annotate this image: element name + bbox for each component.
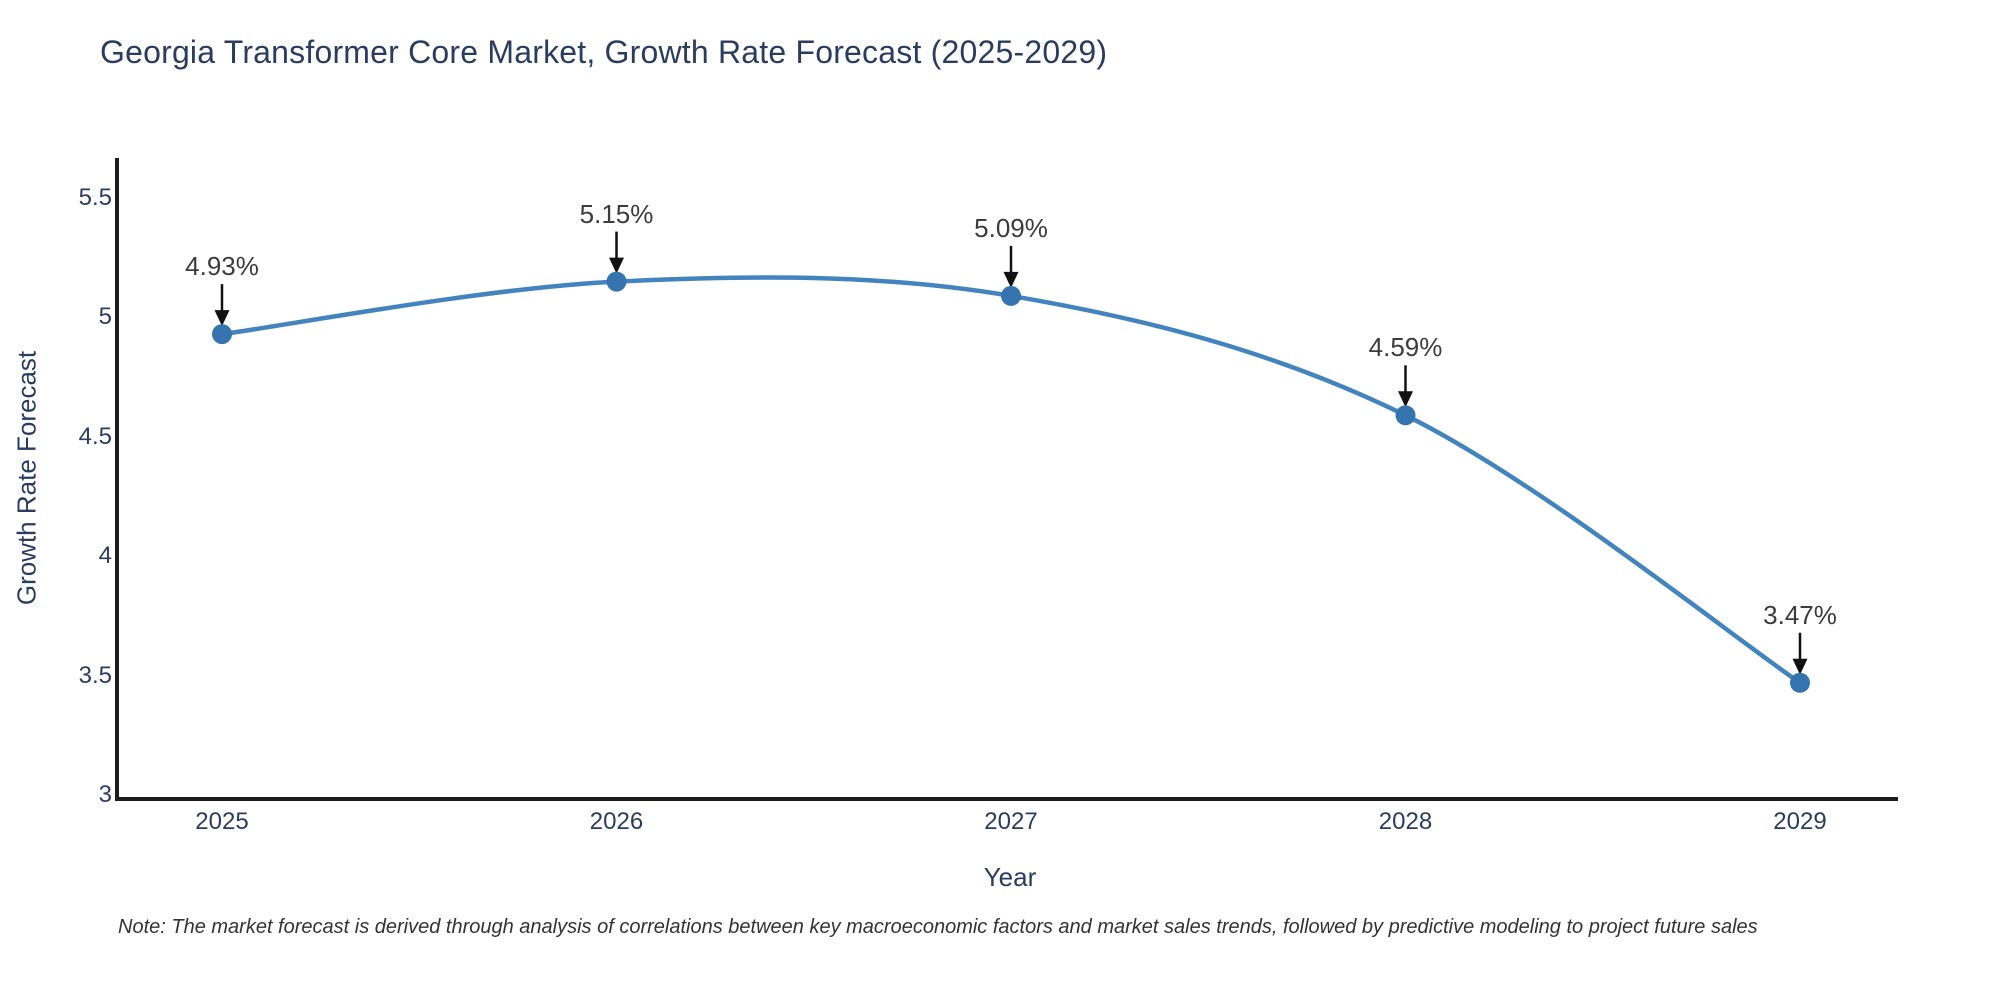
annotation-label: 5.15% — [579, 198, 654, 229]
y-tick-label: 5.5 — [78, 184, 112, 211]
y-tick-label: 4 — [98, 542, 112, 570]
x-tick-label: 2029 — [1773, 808, 1827, 835]
x-tick-label: 2025 — [195, 808, 249, 835]
y-axis-title: Growth Rate Forecast — [11, 350, 42, 606]
y-tick-label: 3.5 — [78, 661, 112, 689]
data-point-marker[interactable] — [1790, 672, 1810, 693]
annotation-arrowhead-icon — [1003, 271, 1019, 288]
y-tick-label: 3 — [98, 781, 112, 808]
x-axis-title: Year — [983, 862, 1037, 892]
trend-line — [219, 275, 1803, 686]
data-point-marker[interactable] — [1001, 285, 1021, 306]
annotation-label: 3.47% — [1763, 599, 1837, 630]
y-tick-label: 5 — [98, 303, 112, 331]
annotation-arrowhead-icon — [609, 257, 624, 274]
y-tick-label: 4.5 — [78, 422, 112, 450]
annotation-label: 4.93% — [185, 251, 259, 282]
annotation-arrowhead-icon — [1792, 658, 1808, 675]
note-text: Note: The market forecast is derived thr… — [118, 916, 1758, 938]
annotation-label: 4.59% — [1368, 332, 1443, 363]
annotation-arrowhead-icon — [214, 310, 230, 327]
chart-title: Georgia Transformer Core Market, Growth … — [100, 34, 1108, 70]
x-tick-label: 2026 — [589, 808, 644, 835]
data-point-marker[interactable] — [1395, 405, 1416, 426]
x-tick-label: 2028 — [1378, 808, 1433, 835]
annotation-label: 5.09% — [974, 212, 1048, 243]
data-point-marker[interactable] — [212, 324, 232, 345]
data-point-marker[interactable] — [606, 271, 627, 292]
annotation-arrowhead-icon — [1398, 391, 1413, 408]
x-tick-label: 2027 — [984, 808, 1038, 835]
